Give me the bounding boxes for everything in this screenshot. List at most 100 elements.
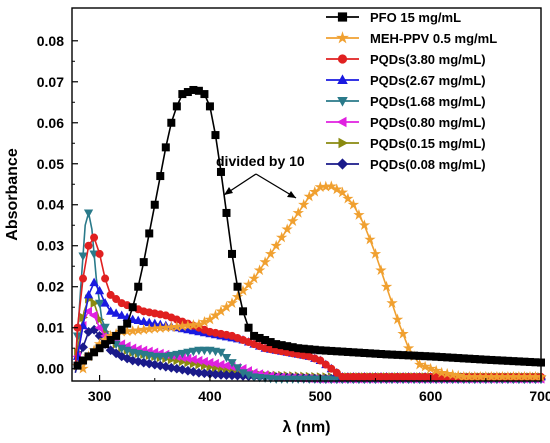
data-point: [271, 375, 281, 384]
data-point: [277, 375, 287, 384]
legend-marker: [337, 97, 348, 107]
data-point: [112, 295, 121, 304]
data-point: [139, 258, 148, 267]
data-point: [310, 375, 320, 384]
legend-label: PFO 15 mg/mL: [370, 10, 461, 25]
y-tick-label: 0.02: [37, 279, 64, 295]
data-point: [133, 356, 144, 367]
data-point: [117, 325, 126, 334]
data-point: [84, 352, 93, 361]
data-point: [101, 274, 110, 283]
data-point: [292, 207, 304, 218]
data-point: [452, 369, 464, 381]
data-point: [397, 327, 409, 339]
data-point: [161, 143, 170, 152]
data-point: [216, 348, 226, 358]
data-point: [83, 289, 94, 299]
data-point: [264, 248, 277, 259]
legend-label: PQDs(1.68 mg/mL): [370, 94, 486, 109]
y-tick-label: 0.03: [37, 238, 64, 254]
arrow-head-right: [287, 191, 296, 198]
data-point: [123, 319, 132, 328]
data-point: [100, 298, 110, 307]
data-point: [369, 248, 382, 259]
data-point: [248, 272, 260, 284]
data-point: [441, 367, 453, 379]
legend-item-3: PQDs(3.80 mg/mL): [326, 52, 486, 67]
axes-layer: 300 400 500 600 700 0.00 0.01 0.02 0.03 0.04 0.05 0…: [4, 7, 550, 436]
data-point: [259, 256, 271, 267]
data-point: [232, 364, 243, 373]
data-point: [375, 264, 387, 276]
legend-marker: [337, 74, 348, 84]
x-tick-label: 500: [309, 388, 333, 404]
data-point: [425, 362, 437, 374]
data-point: [242, 278, 255, 290]
data-point: [128, 303, 137, 312]
legend-item-8: PQDs(0.08 mg/mL): [326, 157, 486, 172]
data-point: [380, 280, 393, 292]
data-point: [436, 366, 448, 378]
data-point: [299, 375, 309, 384]
data-point: [419, 360, 431, 372]
x-axis-label: λ (nm): [283, 419, 331, 436]
legend-marker: [336, 116, 347, 128]
data-point: [106, 306, 116, 315]
data-point: [216, 167, 225, 176]
data-point: [177, 349, 187, 359]
data-point: [325, 180, 337, 192]
data-point: [94, 299, 105, 309]
y-tick-label: 0.08: [37, 33, 64, 49]
x-tick-label: 700: [529, 388, 550, 404]
data-point: [391, 313, 404, 325]
data-point: [94, 323, 103, 333]
legend-marker: [336, 31, 349, 44]
arrow-head-left: [224, 187, 233, 195]
data-point: [414, 358, 426, 370]
data-point: [161, 352, 171, 362]
data-point: [78, 252, 88, 261]
data-point: [171, 363, 182, 374]
data-point: [231, 291, 244, 302]
data-point: [386, 297, 398, 308]
data-point: [199, 346, 210, 356]
data-point: [83, 306, 92, 316]
data-point: [275, 231, 288, 243]
data-point: [95, 344, 104, 353]
plot-frame: [71, 7, 542, 382]
data-point: [172, 350, 182, 360]
data-point: [111, 348, 122, 359]
legend: PFO 15 mg/mL MEH-PPV 0.5 mg/mL PQDs(3.80 m…: [326, 10, 497, 172]
annotation-text: divided by 10: [216, 153, 305, 169]
x-tick-label: 400: [198, 388, 222, 404]
data-point: [188, 325, 198, 335]
y-tick-label: 0.07: [37, 74, 64, 90]
data-point: [331, 183, 343, 195]
data-point: [95, 249, 104, 258]
data-point: [155, 360, 166, 371]
data-point: [133, 315, 143, 325]
y-tick-label: 0.00: [37, 361, 64, 377]
data-point: [79, 356, 88, 365]
data-point: [327, 364, 336, 373]
data-point: [353, 209, 365, 220]
data-point: [233, 282, 242, 291]
data-point: [106, 290, 115, 299]
y-tick-label: 0.01: [37, 320, 64, 336]
data-point: [332, 368, 341, 377]
data-point: [79, 274, 88, 283]
legend-label: PQDs(3.80 mg/mL): [370, 52, 486, 67]
data-point: [358, 219, 371, 231]
data-point: [156, 172, 165, 181]
series-1: [73, 85, 546, 370]
legend-item-7: PQDs(0.15 mg/mL): [326, 136, 486, 151]
data-point: [288, 375, 298, 384]
data-point: [144, 358, 155, 369]
legend-item-4: PQDs(2.67 mg/mL): [326, 73, 486, 88]
data-point: [336, 186, 349, 198]
data-point: [239, 307, 248, 316]
legend-item-5: PQDs(1.68 mg/mL): [326, 94, 486, 109]
data-point: [83, 209, 94, 218]
y-tick-label: 0.06: [37, 115, 64, 131]
